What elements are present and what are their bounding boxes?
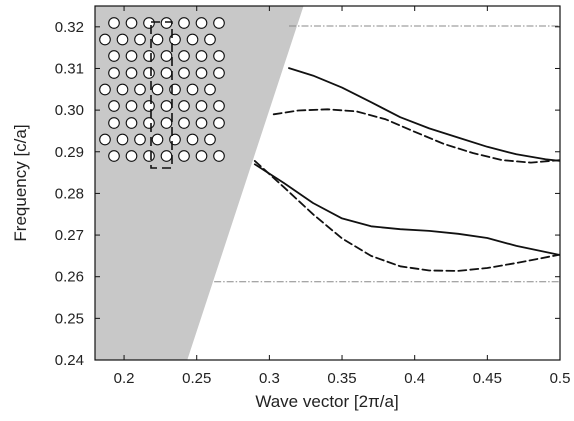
crystal-hole-4 [160,17,173,29]
axes: 0.2 0.25 0.3 0.35 0.4 0.45 0.5 0.24 0.25 0.26 0.27… [55,6,571,387]
light-cone-region [95,6,304,360]
crystal-hole-53 [151,133,164,146]
supercell-outline [150,21,173,169]
crystal-hole-39 [160,100,173,112]
crystal-hole-10 [134,33,146,46]
crystal-hole-55 [186,133,199,146]
crystal-hole-59 [143,150,155,162]
crystal-hole-1 [108,17,120,29]
crystal-hole-48 [195,117,208,129]
crystal-hole-23 [125,67,138,79]
crystal-hole-29 [99,83,111,96]
crystal-hole-61 [178,150,190,162]
y-tick-label-8: 0.31 [55,60,84,77]
crystal-hole-44 [125,117,138,129]
dispersion-curve-2 [272,108,560,164]
crystal-hole-62 [195,150,208,162]
y-tick-label-4: 0.27 [55,227,84,244]
x-tick-label-7: 0.5 [550,370,571,387]
crystal-hole-32 [151,83,164,96]
crystal-hole-51 [116,133,129,146]
crystal-hole-52 [134,133,146,146]
dispersion-curve-4 [253,160,560,272]
x-tick-label-5: 0.4 [404,370,425,387]
crystal-hole-31 [134,83,146,96]
crystal-hole-26 [178,67,190,79]
crystal-hole-16 [125,50,138,62]
x-tick-label-1: 0.2 [114,370,135,387]
crystal-hole-9 [116,33,129,46]
plot-area [95,6,560,360]
crystal-hole-22 [108,67,120,79]
crystal-hole-63 [213,150,225,162]
crystal-hole-19 [178,50,190,62]
crystal-hole-30 [116,83,129,96]
crystal-hole-34 [186,83,199,96]
crystal-hole-60 [160,150,173,162]
crystal-hole-27 [195,67,208,79]
crystal-hole-35 [204,83,216,96]
crystal-hole-46 [160,117,173,129]
x-tick-label-3: 0.3 [259,370,280,387]
y-axis-title: Frequency [c/a] [11,124,30,241]
crystal-hole-25 [160,67,173,79]
x-tick-label-4: 0.35 [327,370,356,387]
photonic-crystal-inset [99,17,225,169]
crystal-hole-13 [186,33,199,46]
crystal-hole-41 [195,100,208,112]
crystal-hole-43 [108,117,120,129]
crystal-hole-49 [213,117,225,129]
crystal-hole-38 [143,100,155,112]
crystal-hole-7 [213,17,225,29]
y-tick-label-7: 0.30 [55,102,84,119]
crystal-hole-17 [143,50,155,62]
crystal-hole-28 [213,67,225,79]
crystal-hole-3 [143,17,155,29]
crystal-hole-20 [195,50,208,62]
dispersion-curve-1 [288,67,560,162]
crystal-hole-47 [178,117,190,129]
crystal-hole-58 [125,150,138,162]
crystal-hole-2 [125,17,138,29]
crystal-hole-57 [108,150,120,162]
crystal-hole-36 [108,100,120,112]
y-tick-label-5: 0.28 [55,185,84,202]
crystal-hole-15 [108,50,120,62]
x-tick-label-6: 0.45 [473,370,502,387]
crystal-hole-14 [204,33,216,46]
crystal-hole-56 [204,133,216,146]
crystal-hole-5 [178,17,190,29]
crystal-hole-37 [125,100,138,112]
crystal-hole-18 [160,50,173,62]
crystal-hole-21 [213,50,225,62]
dispersion-curve-3 [253,163,560,256]
crystal-hole-6 [195,17,208,29]
x-axis-title: Wave vector [2π/a] [255,392,398,411]
y-tick-label-9: 0.32 [55,19,84,36]
crystal-hole-45 [143,117,155,129]
y-tick-label-3: 0.26 [55,269,84,286]
crystal-hole-11 [151,33,164,46]
plot-frame [94,5,561,361]
y-tick-label-2: 0.25 [55,310,84,327]
crystal-hole-8 [99,33,111,46]
crystal-hole-42 [213,100,225,112]
y-tick-label-6: 0.29 [55,144,84,161]
x-tick-label-2: 0.25 [182,370,211,387]
crystal-hole-24 [143,67,155,79]
crystal-hole-40 [178,100,190,112]
crystal-hole-50 [99,133,111,146]
y-tick-label-1: 0.24 [55,352,84,369]
